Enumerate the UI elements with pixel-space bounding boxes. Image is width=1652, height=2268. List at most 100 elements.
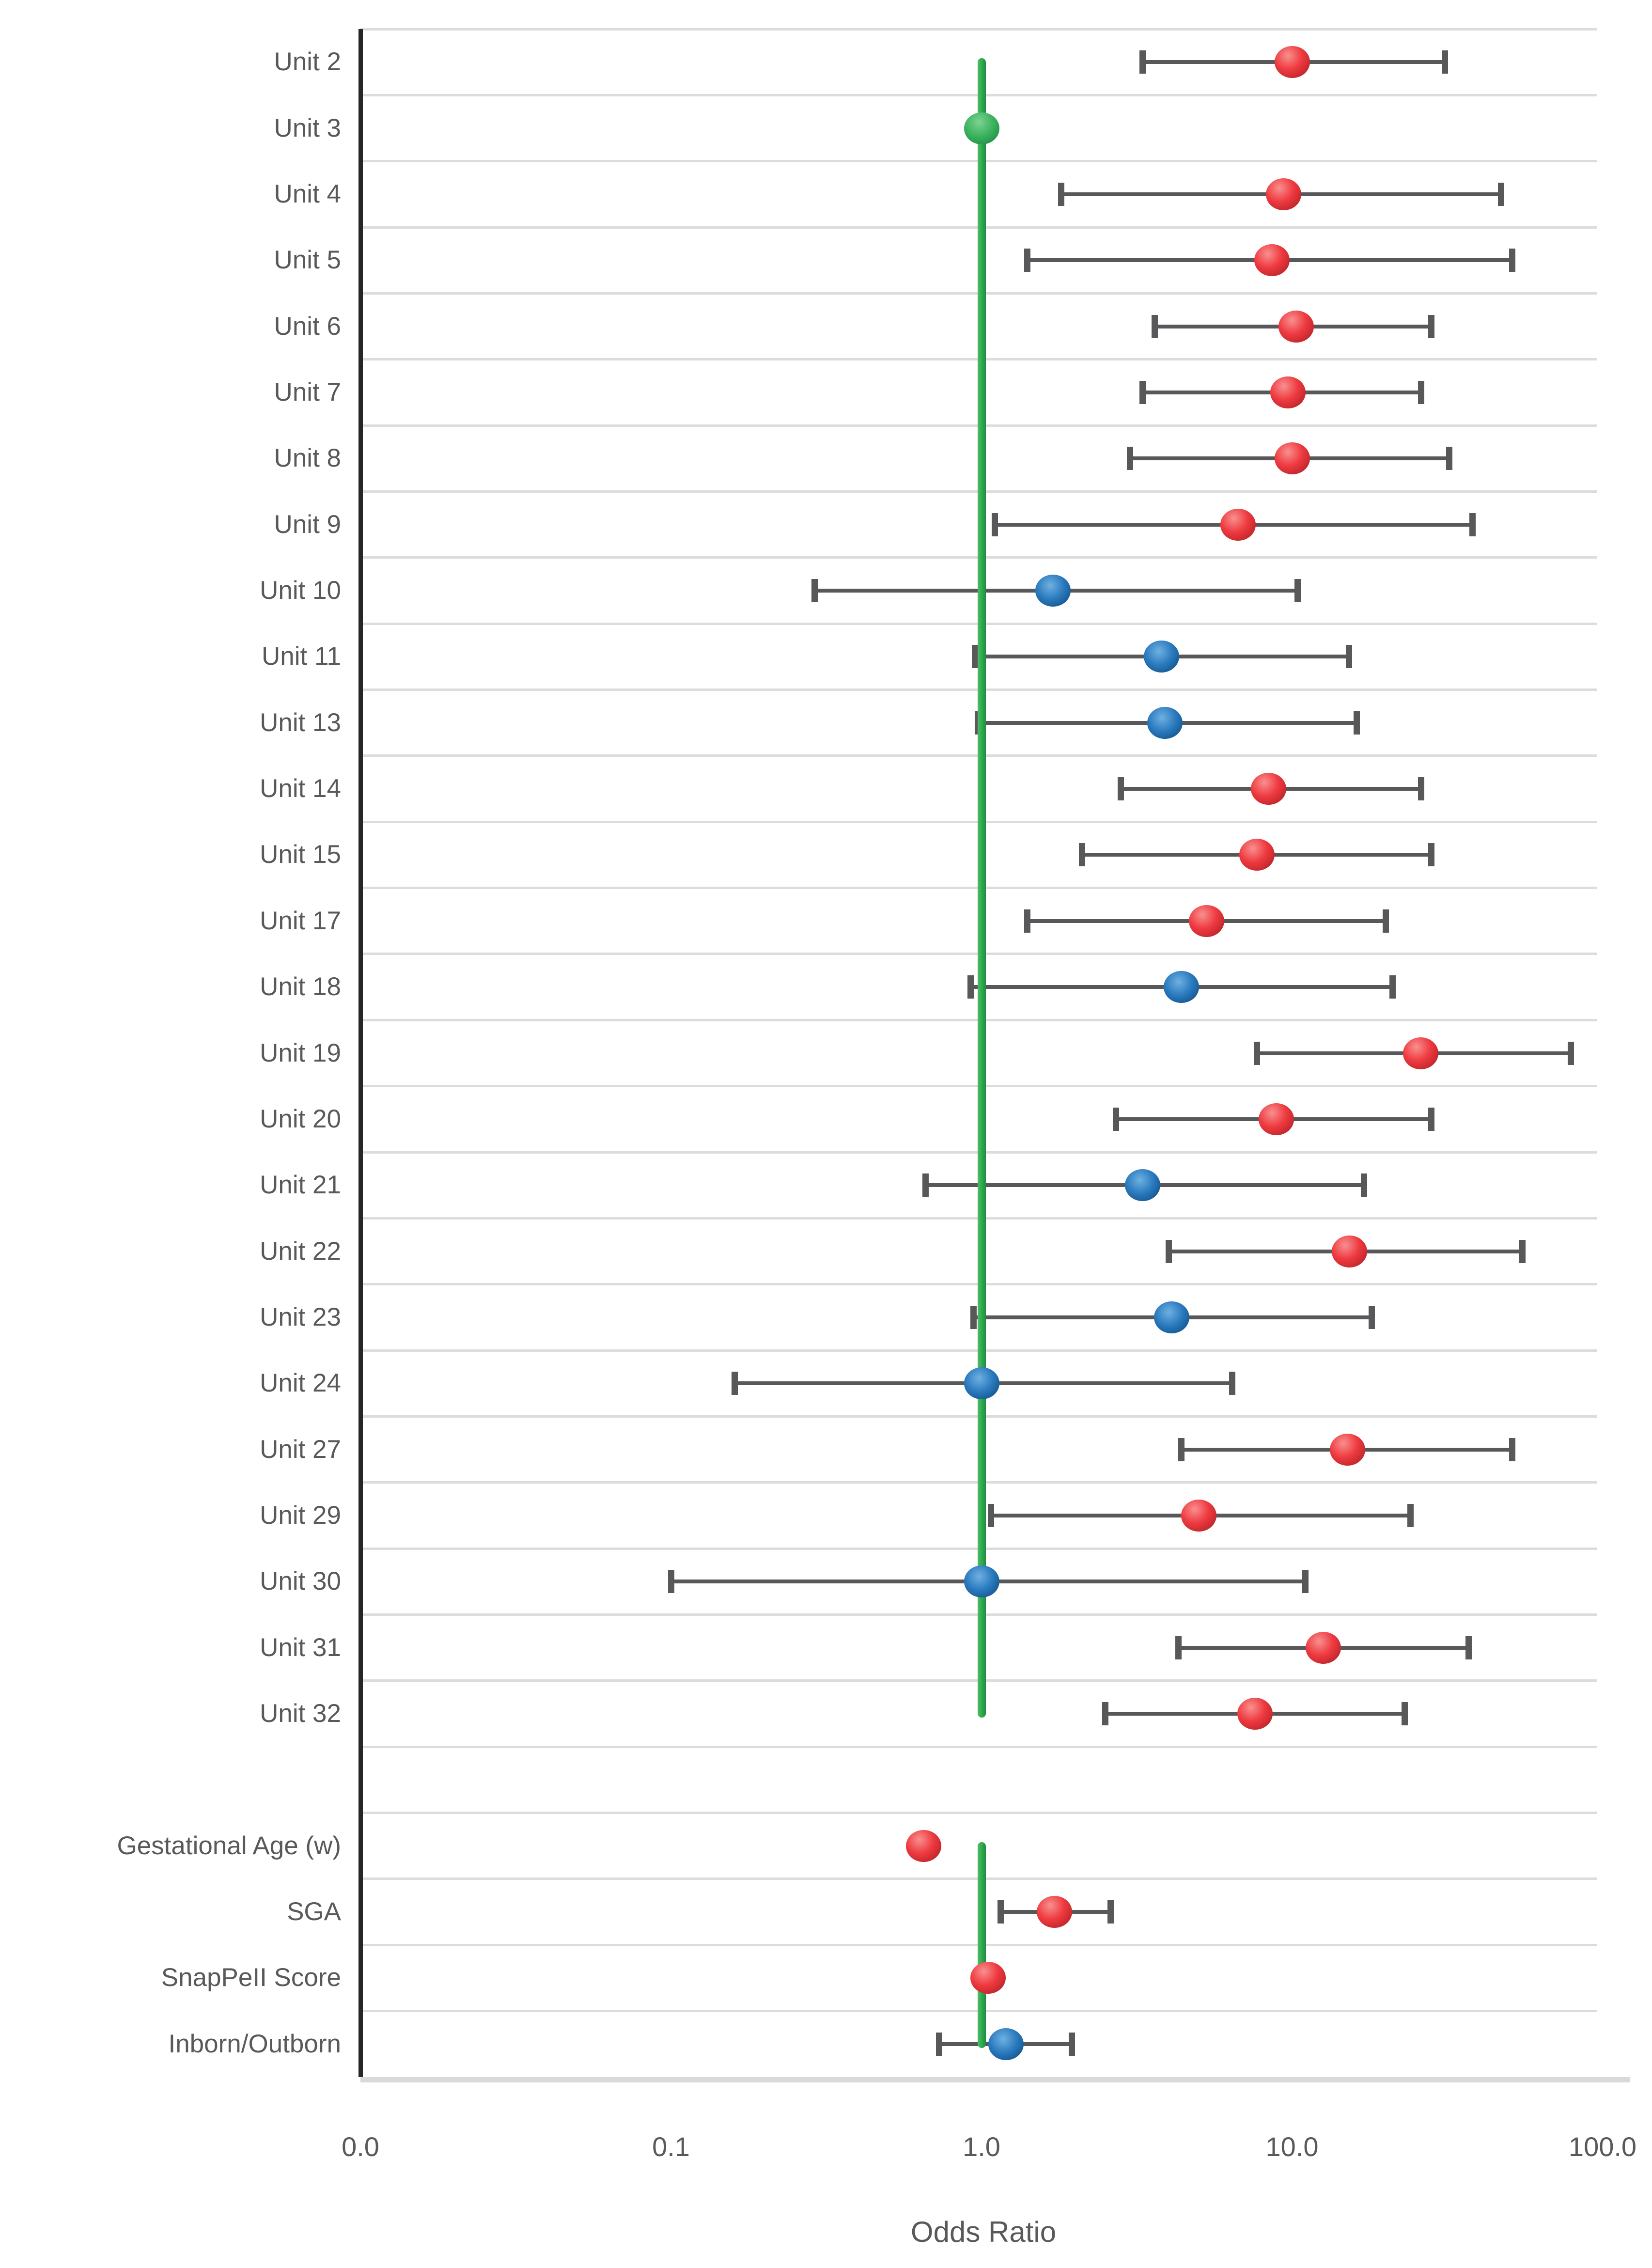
ci-cap-high-unit-6 (1428, 314, 1434, 338)
ci-cap-high-unit-5 (1509, 249, 1515, 272)
data-point-unit-4 (1266, 178, 1302, 210)
row-label-unit-29: Unit 29 (260, 1501, 341, 1530)
ci-cap-high-unit-20 (1428, 1107, 1434, 1131)
data-point-snappeii-score (970, 1962, 1006, 1994)
row-gridline (360, 1745, 1597, 1748)
ci-cap-low-unit-14 (1117, 777, 1124, 801)
row-label-sga: SGA (287, 1897, 341, 1926)
ci-cap-low-unit-24 (731, 1372, 738, 1395)
data-point-unit-9 (1220, 508, 1256, 541)
x-tick-label-0-1: 0.1 (652, 2131, 690, 2162)
row-label-unit-8: Unit 8 (274, 444, 341, 473)
x-tick-label-1-0: 1.0 (963, 2131, 1000, 2162)
ci-cap-low-unit-6 (1151, 314, 1158, 338)
row-label-unit-17: Unit 17 (260, 906, 341, 935)
data-point-unit-6 (1278, 310, 1314, 343)
ci-cap-high-unit-18 (1389, 975, 1396, 999)
row-label-inborn-outborn: Inborn/Outborn (168, 2029, 341, 2058)
row-label-unit-10: Unit 10 (260, 576, 341, 605)
data-point-unit-5 (1254, 244, 1290, 277)
row-label-unit-11: Unit 11 (262, 642, 341, 671)
ci-cap-low-unit-27 (1178, 1438, 1185, 1461)
ci-cap-low-unit-5 (1024, 249, 1030, 272)
ci-cap-high-unit-11 (1345, 645, 1352, 669)
ci-cap-low-sga (997, 1900, 1004, 1924)
data-point-unit-17 (1188, 905, 1224, 937)
ci-cap-low-inborn-outborn (936, 2032, 943, 2056)
x-tick-label-100-0: 100.0 (1568, 2131, 1637, 2162)
row-label-unit-7: Unit 7 (274, 377, 341, 407)
x-tick-label-0-0: 0.0 (342, 2131, 379, 2162)
row-label-unit-30: Unit 30 (260, 1567, 341, 1596)
ci-cap-high-unit-31 (1465, 1636, 1472, 1659)
row-label-unit-21: Unit 21 (260, 1171, 341, 1200)
row-label-snappeii-score: SnapPeII Score (161, 1963, 341, 1992)
ci-cap-high-unit-8 (1446, 447, 1452, 470)
ci-cap-low-unit-8 (1126, 447, 1133, 470)
row-label-unit-31: Unit 31 (260, 1633, 341, 1662)
ci-cap-high-unit-7 (1418, 380, 1424, 404)
data-point-unit-15 (1239, 839, 1275, 871)
ci-cap-low-unit-32 (1102, 1702, 1109, 1726)
data-point-unit-27 (1330, 1433, 1366, 1466)
row-label-unit-13: Unit 13 (260, 708, 341, 737)
data-point-unit-29 (1181, 1499, 1216, 1532)
row-label-unit-20: Unit 20 (260, 1104, 341, 1133)
ci-cap-high-unit-24 (1229, 1372, 1235, 1395)
reference-line-or-1 (977, 58, 986, 1718)
row-label-unit-32: Unit 32 (260, 1699, 341, 1728)
ci-cap-high-unit-29 (1407, 1503, 1414, 1527)
ci-cap-low-unit-17 (1024, 909, 1030, 933)
x-tick-label-10-0: 10.0 (1265, 2131, 1319, 2162)
row-label-gestational-age-w: Gestational Age (w) (117, 1831, 341, 1860)
ci-cap-high-unit-9 (1469, 513, 1476, 536)
data-point-unit-2 (1274, 46, 1310, 78)
data-point-unit-11 (1144, 641, 1180, 673)
ci-cap-high-unit-30 (1302, 1570, 1309, 1594)
row-label-unit-18: Unit 18 (260, 972, 341, 1001)
ci-cap-low-unit-9 (991, 513, 998, 536)
data-point-unit-32 (1237, 1698, 1273, 1730)
ci-cap-low-unit-4 (1058, 182, 1064, 206)
ci-cap-low-unit-30 (668, 1570, 674, 1594)
ci-cap-high-unit-4 (1497, 182, 1504, 206)
ci-cap-high-unit-10 (1294, 579, 1301, 603)
data-point-unit-3 (964, 112, 999, 144)
ci-cap-high-unit-21 (1360, 1173, 1367, 1197)
data-point-unit-18 (1163, 971, 1199, 1003)
ci-cap-high-sga (1107, 1900, 1114, 1924)
ci-cap-low-unit-29 (987, 1503, 994, 1527)
data-point-unit-21 (1124, 1169, 1160, 1202)
ci-cap-low-unit-23 (970, 1305, 977, 1329)
row-label-unit-9: Unit 9 (274, 510, 341, 539)
row-label-unit-4: Unit 4 (274, 179, 341, 208)
row-gridline (360, 28, 1597, 31)
row-label-unit-6: Unit 6 (274, 312, 341, 341)
row-label-unit-24: Unit 24 (260, 1369, 341, 1398)
data-point-inborn-outborn (988, 2028, 1024, 2060)
row-label-unit-3: Unit 3 (274, 113, 341, 142)
data-point-unit-31 (1305, 1631, 1341, 1664)
row-label-unit-27: Unit 27 (260, 1435, 341, 1464)
ci-cap-low-unit-18 (967, 975, 974, 999)
row-label-unit-14: Unit 14 (260, 774, 341, 803)
row-label-unit-2: Unit 2 (274, 47, 341, 77)
data-point-unit-14 (1250, 773, 1286, 805)
ci-cap-high-inborn-outborn (1068, 2032, 1075, 2056)
row-label-unit-19: Unit 19 (260, 1038, 341, 1067)
ci-cap-low-unit-7 (1139, 380, 1146, 404)
ci-cap-high-unit-17 (1382, 909, 1389, 933)
reference-line-or-1 (977, 1842, 986, 2048)
row-label-unit-22: Unit 22 (260, 1236, 341, 1266)
ci-cap-low-unit-11 (971, 645, 978, 669)
x-axis-title: Odds Ratio (910, 2216, 1057, 2248)
row-label-unit-23: Unit 23 (260, 1302, 341, 1331)
ci-cap-high-unit-27 (1509, 1438, 1515, 1461)
ci-cap-high-unit-32 (1401, 1702, 1408, 1726)
ci-cap-high-unit-19 (1568, 1041, 1574, 1065)
ci-cap-low-unit-20 (1112, 1107, 1119, 1131)
